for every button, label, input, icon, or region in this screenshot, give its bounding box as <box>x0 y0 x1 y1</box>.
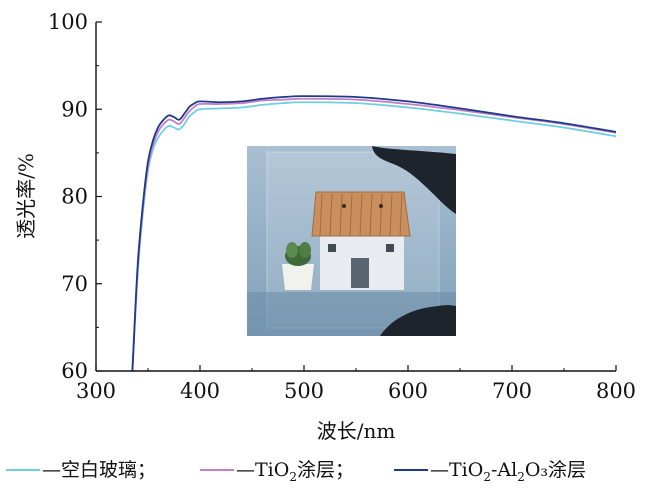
roof-shingle-line <box>339 193 343 237</box>
x-tick-label: 600 <box>388 379 428 403</box>
legend: —空白玻璃； —TiO2涂层； —TiO2-Al2O₃涂层 <box>6 459 586 484</box>
x-tick-label: 300 <box>76 379 116 403</box>
house-window <box>386 244 394 252</box>
series-line-1 <box>131 101 617 372</box>
y-tick-label: 90 <box>61 97 88 121</box>
roof-shingle-line <box>349 193 353 237</box>
roof-shingle-line <box>329 193 333 237</box>
x-tick-label: 500 <box>284 379 324 403</box>
x-axis-title: 波长/nm <box>317 419 396 443</box>
roof-shingle-line <box>359 193 363 237</box>
legend-label-3: —TiO2-Al2O₃涂层 <box>430 459 586 484</box>
hand-bottom <box>380 305 456 336</box>
y-tick-label: 70 <box>61 272 88 296</box>
series-line-2 <box>131 97 617 372</box>
y-axis-title: 透光率/% <box>14 153 38 239</box>
y-tick-label: 60 <box>61 359 88 383</box>
roof-shingle-line <box>379 193 383 237</box>
axes: 300 400 500 600 700 800 60 70 80 90 100 <box>48 10 636 403</box>
x-tick-label: 700 <box>492 379 532 403</box>
plot-area <box>131 95 617 372</box>
plant-pot <box>282 264 314 290</box>
roof-shingle-line <box>369 193 373 237</box>
series-line-3 <box>131 95 617 372</box>
y-tick-label: 80 <box>61 185 88 209</box>
roof-hole <box>379 204 383 208</box>
x-tick-label: 400 <box>180 379 220 403</box>
hand-top <box>372 146 456 214</box>
succulent-leaf <box>286 242 298 258</box>
y-tick-label: 100 <box>48 10 88 34</box>
succulent-leaf <box>299 242 311 258</box>
roof-hole <box>342 204 346 208</box>
house-door <box>351 258 369 288</box>
inset-photo-content <box>247 146 456 336</box>
inset-photo <box>247 146 456 336</box>
roof-shingle-line <box>399 193 403 237</box>
x-tick-label: 800 <box>596 379 636 403</box>
house-window <box>328 244 336 252</box>
legend-label-1: —空白玻璃； <box>42 459 156 481</box>
legend-label-2: —TiO2涂层； <box>236 459 354 484</box>
roof-shingle-line <box>389 193 393 237</box>
roof-shingle-line <box>319 193 323 237</box>
